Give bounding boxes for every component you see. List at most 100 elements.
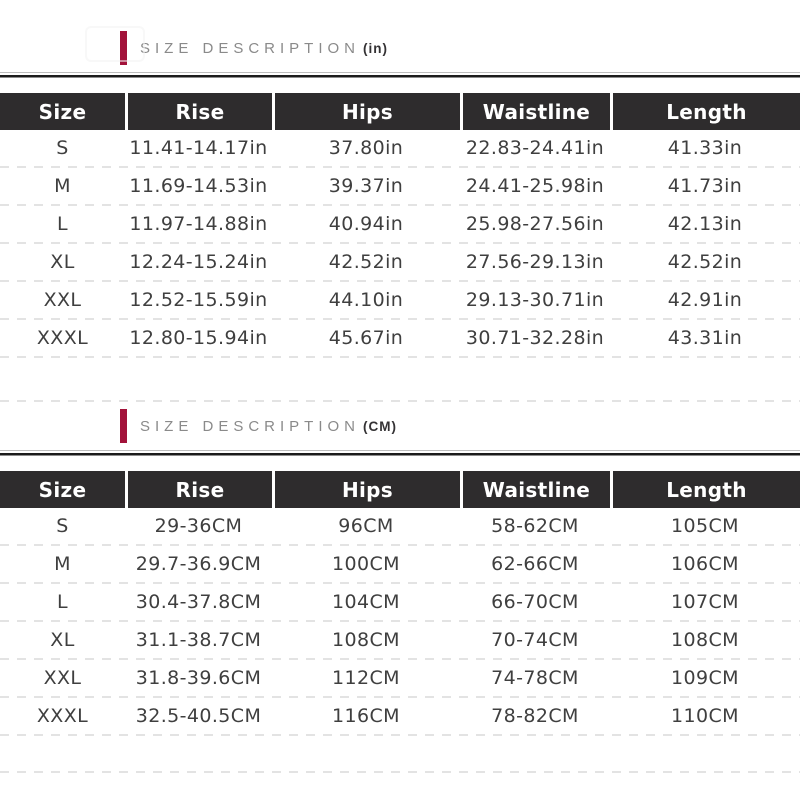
- table-row: XXL 31.8-39.6CM 112CM 74-78CM 109CM: [0, 660, 800, 696]
- value-cell: 11.69-14.53in: [129, 175, 268, 197]
- value-cell: 106CM: [671, 553, 739, 575]
- watermark: [85, 26, 145, 62]
- section-title: SIZE DESCRIPTION: [140, 39, 361, 57]
- size-cell: S: [56, 515, 69, 537]
- value-cell: 24.41-25.98in: [465, 175, 605, 197]
- size-cell: M: [54, 175, 71, 197]
- row-dashed-separator: [0, 582, 800, 584]
- table-row: S 11.41-14.17in 37.80in 22.83-24.41in 41.33i…: [0, 130, 800, 166]
- table-row: L 11.97-14.88in 40.94in 25.98-27.56in 42.13i…: [0, 206, 800, 242]
- bottom-dashed-divider: [0, 771, 800, 773]
- row-dashed-separator: [0, 356, 800, 358]
- value-cell: 70-74CM: [491, 629, 579, 651]
- value-cell: 42.13in: [667, 213, 743, 235]
- size-cell: M: [54, 553, 71, 575]
- value-cell: 22.83-24.41in: [465, 137, 605, 159]
- table-row: XXXL 12.80-15.94in 45.67in 30.71-32.28in 43.…: [0, 320, 800, 356]
- size-cell: XXXL: [36, 327, 89, 349]
- accent-bar: [120, 31, 127, 65]
- value-cell: 42.91in: [667, 289, 743, 311]
- row-dashed-separator: [0, 620, 800, 622]
- section-unit-label: (CM): [363, 418, 398, 434]
- value-cell: 78-82CM: [491, 705, 579, 727]
- accent-bar: [120, 409, 127, 443]
- value-cell: 32.5-40.5CM: [135, 705, 262, 727]
- row-dashed-separator: [0, 166, 800, 168]
- value-cell: 104CM: [332, 591, 400, 613]
- table-header-row: Size Rise Hips Waistline Length: [0, 93, 800, 130]
- row-dashed-separator: [0, 242, 800, 244]
- size-description-section: SIZE DESCRIPTION (in) Size Rise Hips Waistl…: [0, 28, 800, 358]
- row-dashed-separator: [0, 658, 800, 660]
- value-cell: 42.52in: [667, 251, 743, 273]
- value-cell: 62-66CM: [491, 553, 579, 575]
- value-cell: 41.33in: [667, 137, 743, 159]
- value-cell: 31.8-39.6CM: [135, 667, 262, 689]
- size-description-section: SIZE DESCRIPTION (CM) Size Rise Hips Waistl…: [0, 400, 800, 736]
- value-cell: 112CM: [332, 667, 400, 689]
- size-cell: L: [57, 213, 68, 235]
- row-dashed-separator: [0, 734, 800, 736]
- value-cell: 45.67in: [328, 327, 404, 349]
- size-table: Size Rise Hips Waistline Length S 11.41-14.17…: [0, 93, 800, 358]
- table-row: S 29-36CM 96CM 58-62CM 105CM: [0, 508, 800, 544]
- column-header-length: Length: [610, 93, 800, 130]
- value-cell: 27.56-29.13in: [465, 251, 605, 273]
- value-cell: 25.98-27.56in: [465, 213, 605, 235]
- size-cell: XXL: [43, 667, 82, 689]
- size-cell: XXL: [43, 289, 82, 311]
- column-header-size: Size: [0, 471, 125, 508]
- row-dashed-separator: [0, 696, 800, 698]
- size-cell: XXXL: [36, 705, 89, 727]
- value-cell: 42.52in: [328, 251, 404, 273]
- section-title: SIZE DESCRIPTION: [140, 417, 361, 435]
- column-header-hips: Hips: [272, 93, 460, 130]
- column-header-waistline: Waistline: [460, 471, 610, 508]
- value-cell: 40.94in: [328, 213, 404, 235]
- size-cell: XL: [50, 251, 75, 273]
- column-header-rise: Rise: [125, 93, 272, 130]
- double-rule: [0, 72, 800, 78]
- section-dashed-divider: [0, 400, 800, 402]
- value-cell: 43.31in: [667, 327, 743, 349]
- column-header-waistline: Waistline: [460, 93, 610, 130]
- value-cell: 107CM: [671, 591, 739, 613]
- section-unit-label: (in): [363, 40, 389, 56]
- value-cell: 109CM: [671, 667, 739, 689]
- sections-container: SIZE DESCRIPTION (in) Size Rise Hips Waistl…: [0, 28, 800, 736]
- value-cell: 96CM: [338, 515, 394, 537]
- size-cell: S: [56, 137, 69, 159]
- value-cell: 12.52-15.59in: [129, 289, 268, 311]
- value-cell: 30.4-37.8CM: [135, 591, 262, 613]
- table-body: S 11.41-14.17in 37.80in 22.83-24.41in 41.33i…: [0, 130, 800, 358]
- value-cell: 29.13-30.71in: [465, 289, 605, 311]
- row-dashed-separator: [0, 544, 800, 546]
- value-cell: 30.71-32.28in: [465, 327, 605, 349]
- value-cell: 12.24-15.24in: [129, 251, 268, 273]
- value-cell: 31.1-38.7CM: [135, 629, 262, 651]
- table-row: XL 31.1-38.7CM 108CM 70-74CM 108CM: [0, 622, 800, 658]
- value-cell: 74-78CM: [491, 667, 579, 689]
- value-cell: 41.73in: [667, 175, 743, 197]
- value-cell: 39.37in: [328, 175, 404, 197]
- size-table: Size Rise Hips Waistline Length S 29-36CM 96CM…: [0, 471, 800, 736]
- double-rule: [0, 450, 800, 456]
- table-row: M 29.7-36.9CM 100CM 62-66CM 106CM: [0, 546, 800, 582]
- value-cell: 29-36CM: [154, 515, 243, 537]
- section-header: SIZE DESCRIPTION (in): [120, 28, 800, 68]
- row-dashed-separator: [0, 280, 800, 282]
- table-row: XL 12.24-15.24in 42.52in 27.56-29.13in 42.52…: [0, 244, 800, 280]
- value-cell: 100CM: [332, 553, 400, 575]
- value-cell: 12.80-15.94in: [129, 327, 268, 349]
- table-row: L 30.4-37.8CM 104CM 66-70CM 107CM: [0, 584, 800, 620]
- value-cell: 11.97-14.88in: [129, 213, 268, 235]
- column-header-length: Length: [610, 471, 800, 508]
- table-row: XXL 12.52-15.59in 44.10in 29.13-30.71in 42.9…: [0, 282, 800, 318]
- value-cell: 108CM: [332, 629, 400, 651]
- value-cell: 110CM: [671, 705, 739, 727]
- value-cell: 116CM: [332, 705, 400, 727]
- value-cell: 44.10in: [328, 289, 404, 311]
- column-header-rise: Rise: [125, 471, 272, 508]
- column-header-hips: Hips: [272, 471, 460, 508]
